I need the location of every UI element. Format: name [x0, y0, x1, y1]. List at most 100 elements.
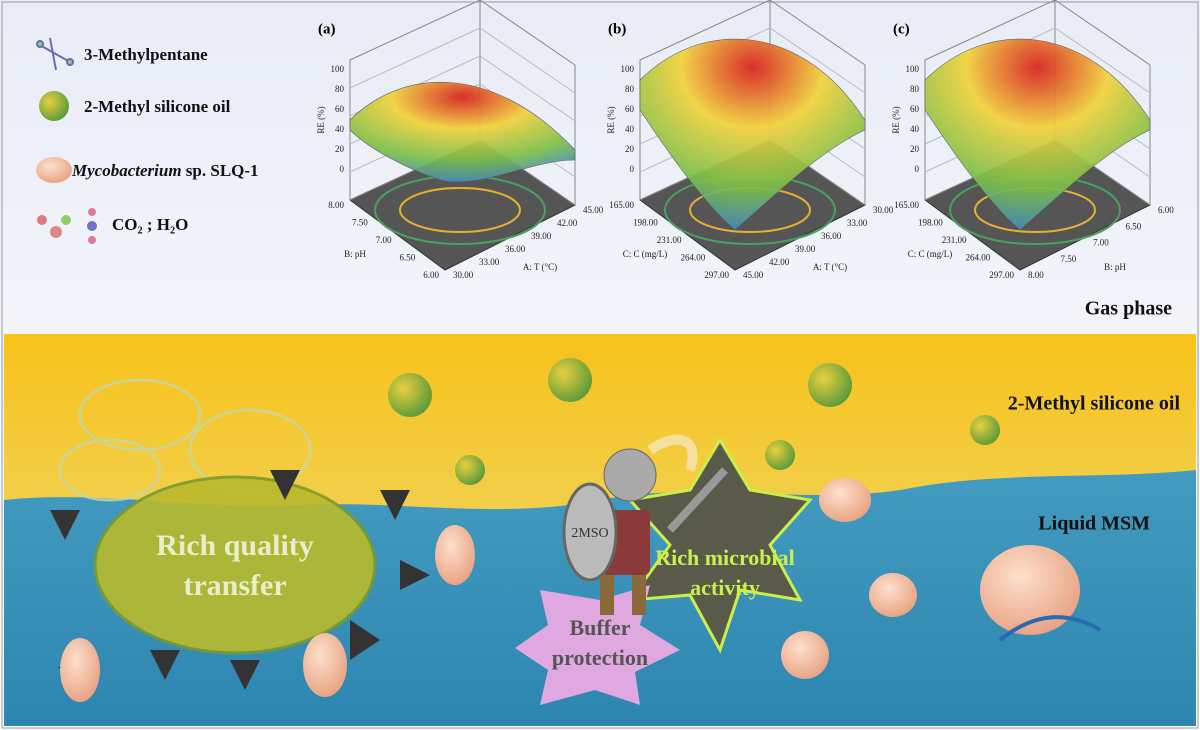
right-tick-label: 42.00	[769, 257, 790, 267]
oil-icon	[39, 91, 69, 121]
right-tick-label: 6.00	[1158, 205, 1174, 215]
right-tick-label: 30.00	[873, 205, 894, 215]
contour	[399, 187, 521, 233]
legend-label-rest: sp. SLQ-1	[182, 161, 259, 180]
z-tick-label: 40	[335, 124, 345, 134]
left-tick-label: 7.00	[376, 235, 392, 245]
wall-grid	[349, 27, 576, 94]
z-tick-label: 80	[910, 84, 920, 94]
left-axis-title: B: pH	[344, 249, 366, 259]
left-axis-title: C: C (mg/L)	[908, 249, 953, 259]
gas-phase-label: Gas phase	[1085, 298, 1172, 320]
plot-tag: (b)	[608, 21, 626, 37]
right-tick-label: 42.00	[557, 218, 578, 228]
right-tick-label: 33.00	[479, 257, 500, 267]
z-tick-label: 100	[331, 64, 345, 74]
left-tick-label: 231.00	[942, 235, 967, 245]
right-tick-label: 39.00	[795, 244, 816, 254]
left-tick-label: 165.00	[894, 200, 919, 210]
arrows	[50, 470, 430, 690]
z-tick-label: 40	[625, 124, 635, 134]
left-axis-title: C: C (mg/L)	[623, 249, 668, 259]
conversion-arrow	[998, 615, 1102, 642]
response-surface	[349, 81, 576, 183]
liquid-phase-label: Liquid MSM	[1038, 513, 1150, 535]
co2-h2o-icon	[37, 208, 97, 244]
back-wall	[479, 0, 576, 206]
left-tick-label: 6.00	[423, 270, 439, 280]
legend-label-italic: Mycobacterium	[71, 161, 182, 180]
surface-plot: (c) 0 20 40 60 80 100 RE (%) 165.00 198.00 231.00 2…	[891, 0, 1174, 280]
right-tick-label: 39.00	[531, 231, 552, 241]
right-tick-label: 7.50	[1061, 254, 1077, 264]
z-tick-label: 40	[910, 124, 920, 134]
right-tick-label: 36.00	[821, 231, 842, 241]
legend-label: CO₂ ; H₂O	[112, 215, 188, 234]
z-tick-label: 80	[625, 84, 635, 94]
shield-text: 2MSO	[571, 526, 608, 541]
legend: 3-Methylpentane 2-Methyl silicone oil My…	[36, 37, 259, 244]
response-surface	[924, 38, 1151, 231]
z-axis-title: RE (%)	[316, 106, 326, 133]
microbial-activity-text: Rich microbial	[655, 545, 795, 570]
right-tick-label: 45.00	[743, 270, 764, 280]
legend-label: Mycobacterium sp. SLQ-1	[71, 161, 259, 180]
oil-phase	[4, 334, 1196, 510]
left-tick-label: 264.00	[966, 253, 991, 263]
right-tick-label: 45.00	[583, 205, 604, 215]
microbial-activity-text: activity	[690, 575, 760, 600]
left-tick-label: 231.00	[657, 235, 682, 245]
left-tick-label: 297.00	[989, 270, 1014, 280]
left-tick-label: 297.00	[704, 270, 729, 280]
z-tick-label: 0	[915, 164, 920, 174]
oil-droplets	[388, 358, 1000, 485]
z-tick-label: 0	[630, 164, 635, 174]
plot-tag: (c)	[893, 21, 910, 37]
left-tick-label: 198.00	[633, 218, 658, 228]
quality-transfer-text: transfer	[183, 569, 286, 602]
z-tick-label: 60	[910, 104, 920, 114]
legend-label: 3-Methylpentane	[84, 45, 208, 64]
left-tick-label: 6.50	[400, 253, 416, 263]
left-tick-label: 8.00	[328, 200, 344, 210]
response-surface	[639, 38, 866, 231]
bacteria-icon	[36, 157, 72, 183]
right-axis-title: A: T (°C)	[523, 262, 557, 272]
bacteria	[60, 478, 1080, 702]
z-tick-label: 100	[906, 64, 920, 74]
z-tick-label: 80	[335, 84, 345, 94]
z-tick-label: 20	[910, 144, 920, 154]
left-tick-label: 198.00	[918, 218, 943, 228]
scene: Rich quality transfer Rich microbial act…	[4, 334, 1196, 726]
z-tick-label: 20	[335, 144, 345, 154]
right-tick-label: 8.00	[1028, 270, 1044, 280]
z-tick-label: 100	[621, 64, 635, 74]
z-axis-title: RE (%)	[606, 106, 616, 133]
z-tick-label: 60	[335, 104, 345, 114]
z-tick-label: 20	[625, 144, 635, 154]
right-tick-label: 30.00	[453, 270, 474, 280]
right-tick-label: 6.50	[1126, 221, 1142, 231]
z-tick-label: 60	[625, 104, 635, 114]
z-tick-label: 0	[340, 164, 345, 174]
buffer-text: protection	[552, 645, 648, 670]
z-axis-title: RE (%)	[891, 106, 901, 133]
buffer-text: Buffer	[569, 615, 630, 640]
plot-tag: (a)	[318, 21, 336, 37]
left-tick-label: 165.00	[609, 200, 634, 210]
knight: 2MSO	[562, 434, 728, 615]
oil-phase-label: 2-Methyl silicone oil	[1008, 393, 1181, 415]
surface-plot: (b) 0 20 40 60 80 100 RE (%) 165.00 198.00 231.00 2…	[606, 0, 894, 280]
right-tick-label: 7.00	[1093, 238, 1109, 248]
response-surface-plots: (a) 0 20 40 60 80 100 RE (%) 8.00 7.50 7.00 6.50 6.0…	[316, 0, 1174, 280]
right-axis-title: B: pH	[1104, 262, 1126, 272]
surface-plot: (a) 0 20 40 60 80 100 RE (%) 8.00 7.50 7.00 6.50 6.0…	[316, 0, 604, 280]
quality-transfer-text: Rich quality	[156, 529, 314, 562]
molecule-icon	[36, 37, 74, 71]
right-tick-label: 33.00	[847, 218, 868, 228]
right-tick-label: 36.00	[505, 244, 526, 254]
transfer-droplet	[93, 475, 377, 655]
legend-label: 2-Methyl silicone oil	[84, 97, 231, 116]
